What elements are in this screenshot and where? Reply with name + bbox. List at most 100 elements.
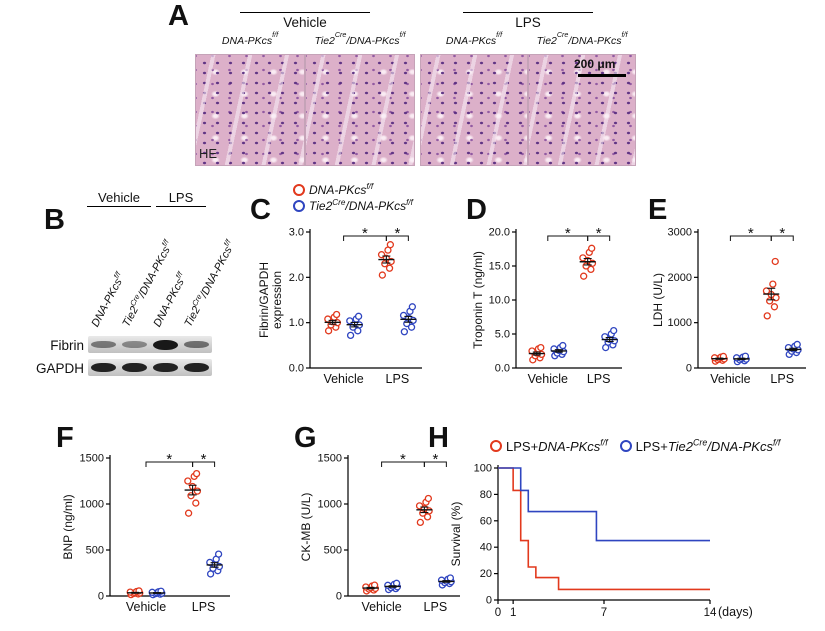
svg-text:20: 20: [480, 568, 492, 580]
lane-label-4: Tie2Cre/DNA-PKcsf/f: [182, 238, 235, 329]
svg-text:2000: 2000: [668, 272, 692, 284]
circle-marker-blue: [619, 440, 632, 452]
panel-d-label: D: [466, 194, 487, 226]
svg-text:500: 500: [324, 545, 342, 557]
svg-text:1500: 1500: [80, 453, 104, 465]
svg-text:60: 60: [480, 515, 492, 527]
chart-panel-c: 0.0 1.0 2.0 3.0 Fibrin/GAPDH expression Vehicl…: [257, 220, 430, 399]
svg-text:3000: 3000: [668, 227, 692, 239]
genotype-label-a1: DNA-PKcs f/f: [221, 31, 279, 47]
genotype-label: DNA-PKcsf/f: [309, 182, 374, 197]
chart-panel-h: 0 20 40 60 80 100 Survival (%) 0 1 7 14 (days): [449, 460, 780, 629]
chart-panel-d: 0.0 5.0 10.0 15.0 20.0 Troponin T (ng/ml) Vehi…: [471, 220, 630, 399]
legend-item-tie2: Tie2Cre/DNA-PKcsf/f: [293, 198, 413, 214]
svg-text:Vehicle: Vehicle: [361, 600, 401, 614]
circle-marker-red: [293, 184, 305, 196]
lps-prefix: LPS+: [635, 438, 668, 454]
svg-text:500: 500: [86, 545, 104, 557]
stain-label: HE: [199, 146, 218, 161]
svg-text:100: 100: [474, 463, 492, 475]
svg-text:Vehicle: Vehicle: [323, 372, 363, 386]
svg-text:*: *: [201, 451, 207, 468]
fibrin-blot: [88, 336, 212, 353]
chart-panel-f: 0 500 1000 1500 BNP (ng/ml) Vehicle LPS * *: [61, 446, 240, 627]
svg-text:2.0: 2.0: [289, 272, 304, 284]
gapdh-blot: [88, 359, 212, 376]
panel-b-group-header-vehicle: Vehicle: [87, 190, 151, 207]
svg-text:Vehicle: Vehicle: [126, 600, 166, 614]
svg-text:*: *: [432, 451, 438, 468]
svg-text:1: 1: [510, 607, 516, 619]
svg-text:BNP (ng/ml): BNP (ng/ml): [62, 494, 75, 559]
svg-text:3.0: 3.0: [289, 227, 304, 239]
svg-text:*: *: [166, 451, 172, 468]
svg-text:*: *: [748, 225, 754, 242]
svg-text:*: *: [596, 225, 602, 242]
scale-bar: [578, 74, 626, 77]
svg-text:80: 80: [480, 489, 492, 501]
svg-text:*: *: [362, 225, 368, 242]
he-image-4: [528, 54, 636, 166]
circle-marker-red: [490, 440, 502, 452]
he-image-3: [420, 54, 528, 166]
svg-text:20.0: 20.0: [489, 227, 510, 239]
svg-text:1000: 1000: [80, 499, 104, 511]
svg-text:1.0: 1.0: [289, 317, 304, 329]
svg-text:0.0: 0.0: [289, 363, 304, 375]
svg-text:*: *: [400, 451, 406, 468]
legend-survival: LPS+ DNA-PKcsf/f LPS+ Tie2Cre/DNA-PKcsf/…: [490, 438, 780, 454]
panel-b-label: B: [44, 204, 65, 236]
svg-text:LPS: LPS: [424, 600, 448, 614]
legend-item-lps-flox: LPS+ DNA-PKcsf/f: [490, 438, 608, 454]
lps-prefix: LPS+: [506, 438, 539, 454]
chart-panel-g: 0 500 1000 1500 CK-MB (U/L) Vehicle LPS * *: [299, 446, 470, 627]
genotype-label-a3: DNA-PKcs f/f: [445, 31, 503, 47]
legend-genotypes: DNA-PKcsf/f Tie2Cre/DNA-PKcsf/f: [293, 182, 413, 214]
svg-text:15.0: 15.0: [489, 261, 510, 273]
genotype-label-a2: Tie2 Cre/DNA-PKcs f/f: [314, 31, 406, 47]
scale-bar-label: 200 μm: [574, 57, 616, 71]
svg-text:0: 0: [495, 607, 501, 619]
svg-text:Troponin T (ng/ml): Troponin T (ng/ml): [472, 251, 485, 349]
svg-text:1500: 1500: [318, 453, 342, 465]
circle-marker-blue: [293, 200, 305, 212]
gapdh-row-label: GAPDH: [35, 361, 84, 376]
svg-text:40: 40: [480, 542, 492, 554]
svg-text:LPS: LPS: [386, 372, 410, 386]
panel-f-label: F: [56, 422, 74, 454]
svg-text:0: 0: [336, 591, 342, 603]
svg-text:0: 0: [486, 595, 492, 607]
svg-text:expression: expression: [270, 271, 284, 329]
panel-h-label: H: [428, 422, 449, 454]
chart-panel-e: 0 1000 2000 3000 LDH (U/L) Vehicle LPS * *: [651, 220, 814, 399]
svg-text:1000: 1000: [318, 499, 342, 511]
fibrin-row-label: Fibrin: [50, 338, 84, 353]
panel-a-group-header-vehicle: Vehicle: [240, 12, 370, 30]
genotype-label: Tie2Cre/DNA-PKcsf/f: [667, 437, 781, 454]
svg-text:*: *: [394, 225, 400, 242]
panel-b-group-header-lps: LPS: [156, 190, 206, 207]
svg-text:0.0: 0.0: [495, 363, 510, 375]
genotype-label: DNA-PKcsf/f: [538, 437, 608, 454]
he-image-2: [305, 54, 415, 166]
svg-text:10.0: 10.0: [489, 295, 510, 307]
legend-item-flox: DNA-PKcsf/f: [293, 182, 413, 198]
svg-text:CK-MB (U/L): CK-MB (U/L): [300, 493, 313, 562]
panel-a-label: A: [168, 0, 189, 32]
panel-c-label: C: [250, 194, 271, 226]
svg-text:Survival (%): Survival (%): [450, 502, 463, 567]
svg-text:7: 7: [601, 607, 607, 619]
genotype-label-a4: Tie2 Cre/DNA-PKcs f/f: [536, 31, 628, 47]
svg-text:LPS: LPS: [770, 372, 794, 386]
svg-text:0: 0: [98, 591, 104, 603]
svg-text:14: 14: [704, 607, 717, 619]
svg-text:LPS: LPS: [192, 600, 216, 614]
svg-text:0: 0: [686, 363, 692, 375]
panel-a-group-header-lps: LPS: [463, 12, 593, 30]
svg-text:*: *: [779, 225, 785, 242]
svg-text:Vehicle: Vehicle: [528, 372, 568, 386]
svg-text:LDH (U/L): LDH (U/L): [652, 273, 665, 327]
svg-text:1000: 1000: [668, 317, 692, 329]
svg-text:*: *: [565, 225, 571, 242]
